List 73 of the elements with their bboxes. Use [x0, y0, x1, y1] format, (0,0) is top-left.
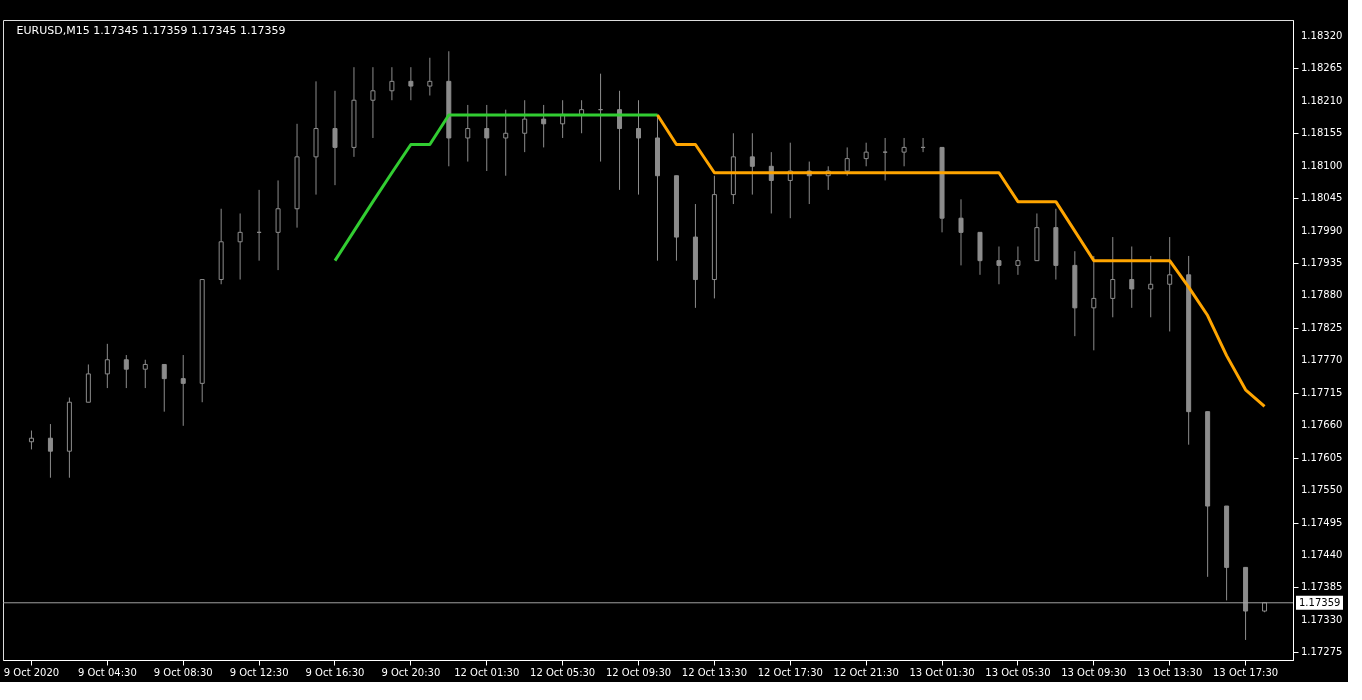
x-tick-label: 12 Oct 09:30 [605, 666, 672, 678]
candlestick [958, 198, 964, 266]
candlestick [1110, 236, 1116, 318]
candlestick [844, 146, 850, 177]
y-tick-label: 1.17990 [1301, 224, 1343, 236]
y-tick-label: 1.17715 [1301, 386, 1343, 398]
x-tick-label: 13 Oct 05:30 [985, 666, 1051, 678]
candlestick [123, 354, 129, 389]
y-tick-label: 1.17275 [1301, 646, 1343, 658]
candlestick [47, 423, 53, 479]
y-tick-label: 1.18100 [1301, 159, 1343, 171]
x-tick-label: 9 Oct 12:30 [229, 666, 289, 678]
x-tick-label: 12 Oct 17:30 [757, 666, 823, 678]
y-tick-label: 1.18155 [1301, 127, 1343, 139]
candlestick [1129, 246, 1135, 309]
candlestick [427, 57, 433, 96]
y-tick-label: 1.17605 [1301, 451, 1343, 463]
candlestick [142, 359, 148, 389]
y-tick-label: 1.18210 [1301, 94, 1343, 106]
candlestick [370, 66, 376, 139]
x-tick-label: 13 Oct 13:30 [1137, 666, 1203, 678]
candlestick [882, 137, 888, 181]
candlestick [863, 142, 869, 167]
candlestick [28, 430, 34, 450]
candlestick [389, 66, 395, 101]
candlestick [104, 343, 110, 389]
x-tick-label: 13 Oct 01:30 [909, 666, 975, 678]
candlestick [408, 66, 414, 101]
y-tick-label: 1.17330 [1301, 613, 1343, 625]
x-tick-label: 9 Oct 16:30 [305, 666, 365, 678]
candlestick [180, 354, 186, 427]
y-tick-label: 1.17825 [1301, 321, 1343, 333]
candlestick [996, 246, 1002, 285]
y-tick-label: 1.17440 [1301, 549, 1343, 560]
y-tick-label: 1.17550 [1301, 484, 1343, 496]
candlestick [275, 179, 281, 271]
candlestick [749, 132, 755, 196]
y-tick-label: 1.18320 [1301, 29, 1343, 41]
x-tick-label: 13 Oct 09:30 [1061, 666, 1127, 678]
candlestick [1091, 255, 1097, 351]
y-tick-label: 1.18045 [1301, 192, 1343, 204]
y-tick-label: 1.17660 [1301, 419, 1343, 431]
candlestick [465, 104, 471, 163]
x-tick-label: 12 Oct 01:30 [454, 666, 520, 678]
x-tick-label: 12 Oct 21:30 [833, 666, 899, 678]
candlestick [1148, 255, 1154, 318]
x-tick-label: 13 Oct 17:30 [1212, 666, 1279, 678]
y-tick-label: 1.17935 [1301, 257, 1343, 269]
line-series [655, 113, 1267, 408]
candlestick [901, 137, 907, 167]
x-tick-label: 9 Oct 04:30 [77, 666, 137, 678]
candlestick [1167, 236, 1173, 332]
y-tick-label: 1.17770 [1301, 354, 1343, 366]
candlestick [237, 212, 243, 281]
y-tick-label: 1.17880 [1301, 289, 1343, 301]
candlestick [541, 104, 547, 148]
chart-title: EURUSD,M15 1.17345 1.17359 1.17345 1.17359 [16, 24, 286, 37]
candlestick [503, 109, 509, 177]
candlestick [1015, 246, 1021, 276]
y-tick-label: 1.17385 [1301, 581, 1343, 593]
y-tick-label: 1.17495 [1301, 516, 1343, 528]
candlestick [484, 104, 490, 172]
candlestick [161, 363, 167, 413]
x-tick-label: 12 Oct 13:30 [681, 666, 747, 678]
x-tick-label: 9 Oct 20:30 [381, 666, 441, 678]
y-tick-label: 1.18265 [1301, 62, 1343, 74]
x-tick-label: 9 Oct 2020 [3, 666, 60, 678]
candlestick [332, 90, 338, 186]
ref-line-label: 1.17359 [1299, 596, 1341, 608]
x-tick-label: 12 Oct 05:30 [530, 666, 596, 678]
x-tick-label: 9 Oct 08:30 [153, 666, 213, 678]
candlestick [636, 99, 642, 196]
candlestick [522, 99, 528, 153]
